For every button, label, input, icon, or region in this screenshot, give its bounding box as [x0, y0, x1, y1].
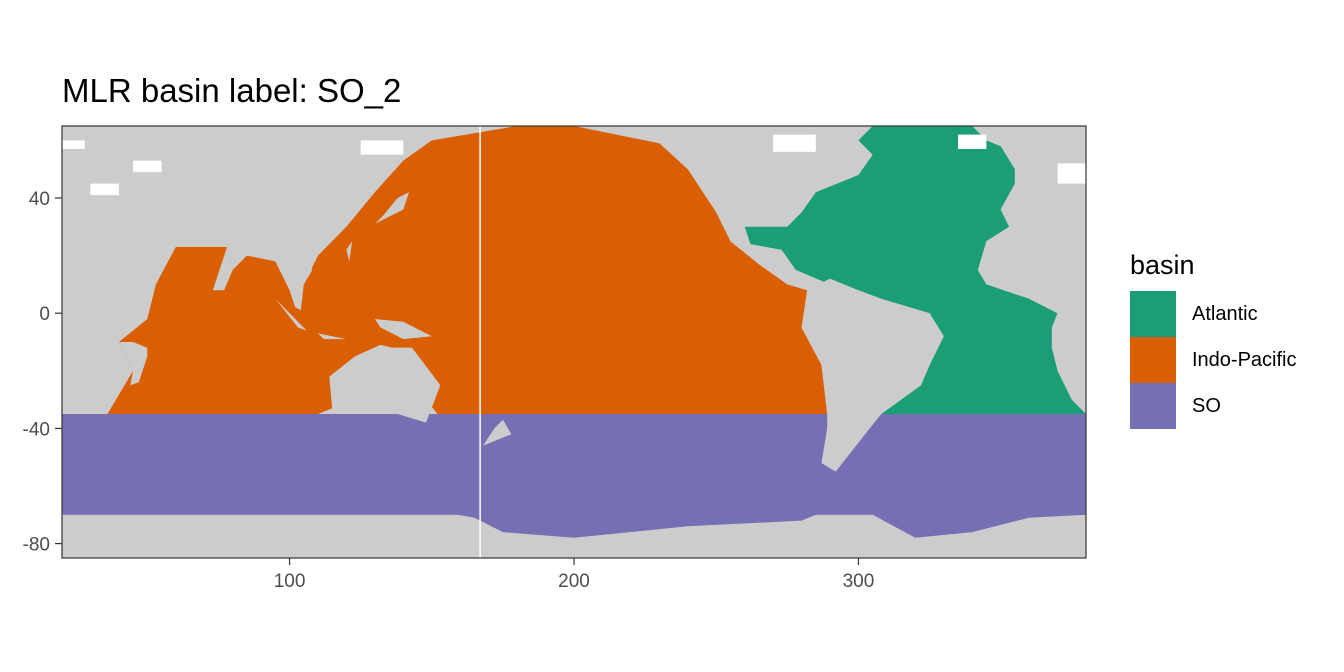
legend-label-atlantic: Atlantic [1192, 302, 1258, 325]
basin-so [62, 414, 1086, 515]
land-mass-7 [212, 247, 233, 291]
land-mass-6 [118, 342, 148, 386]
x-tick-label: 100 [274, 571, 306, 592]
basin-indo-pacific [107, 126, 828, 414]
legend-key-so [1130, 383, 1176, 429]
island-1 [275, 298, 307, 331]
y-tick-label: 0 [39, 304, 50, 325]
chart-title: MLR basin label: SO_2 [62, 72, 402, 109]
legend-label-indo-pacific: Indo-Pacific [1192, 348, 1297, 371]
land-mass-0 [801, 278, 944, 472]
legend-label-so: SO [1192, 394, 1221, 417]
map-layers [62, 126, 1086, 558]
island-3 [483, 419, 512, 446]
legend-title: basin [1130, 250, 1195, 280]
missing-data-5 [773, 134, 816, 152]
x-tick-label: 300 [843, 571, 875, 592]
legend-item-so: SO [1130, 383, 1297, 429]
missing-data-0 [62, 140, 85, 149]
land-mass-1 [1029, 298, 1086, 414]
y-tick-label: -80 [23, 535, 50, 556]
land-mass-4 [329, 344, 441, 423]
legend: basin Atlantic Indo-Pacific SO [1130, 250, 1297, 429]
basin-so-coast [62, 494, 1086, 538]
land-mass-3 [730, 241, 808, 291]
missing-data-1 [90, 183, 119, 196]
y-tick-label: -40 [23, 419, 50, 440]
missing-data-2 [133, 160, 162, 173]
island-0 [374, 319, 432, 340]
legend-key-indo-pacific [1130, 337, 1176, 383]
map-panel [62, 126, 1086, 558]
land-mass-2 [977, 154, 1086, 285]
legend-item-indo-pacific: Indo-Pacific [1130, 337, 1297, 383]
island-4 [374, 192, 409, 224]
x-tick-label: 200 [558, 571, 590, 592]
missing-data-6 [360, 140, 404, 155]
y-tick-label: 40 [29, 189, 50, 210]
island-5 [346, 241, 353, 262]
missing-data-3 [1057, 163, 1086, 184]
island-2 [318, 333, 347, 340]
land-mass-5 [289, 255, 313, 311]
missing-data-4 [958, 134, 987, 149]
legend-item-atlantic: Atlantic [1130, 291, 1297, 337]
legend-key-atlantic [1130, 291, 1176, 337]
basin-atlantic [744, 126, 1086, 414]
